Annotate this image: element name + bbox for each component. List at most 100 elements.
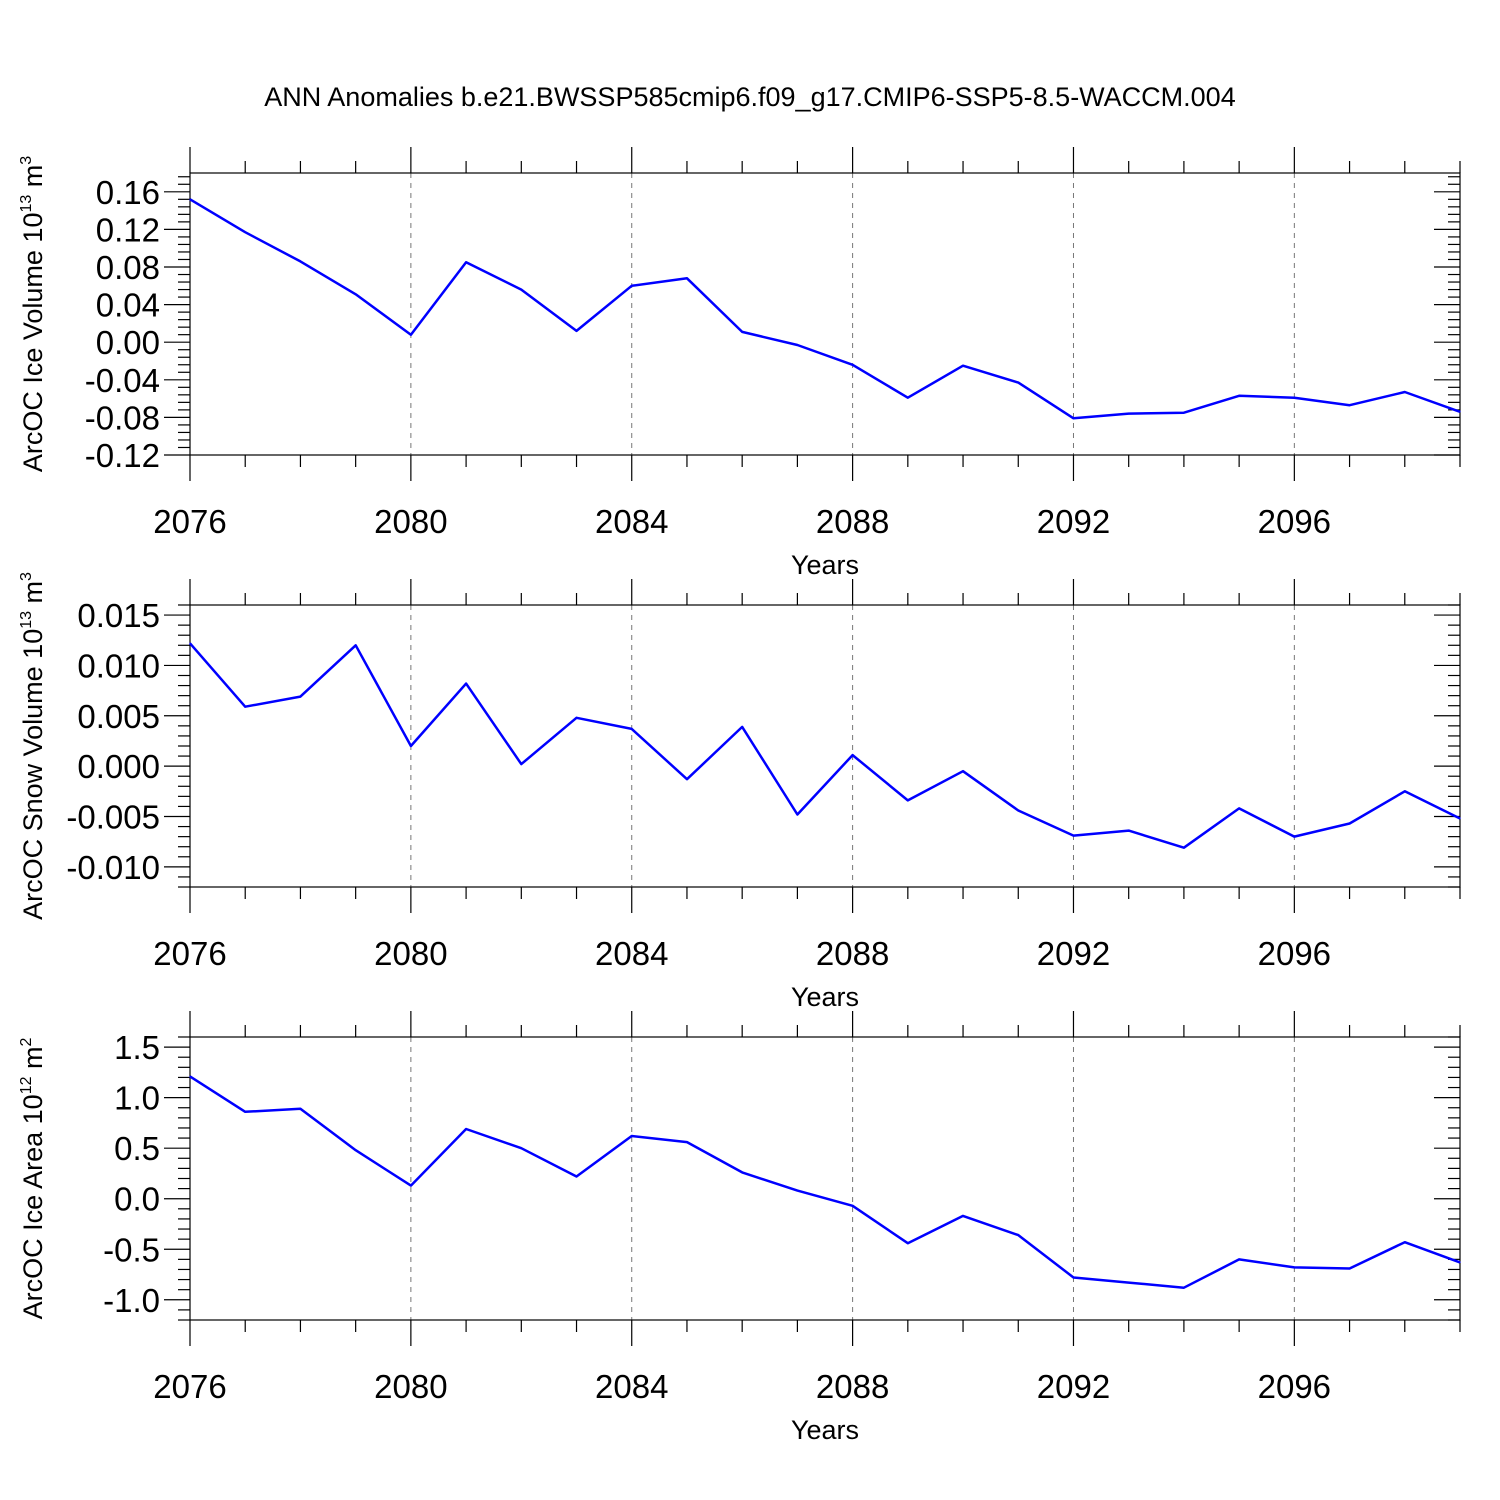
y-tick-label: 0.16 — [96, 174, 160, 211]
y-axis-label: ArcOC Snow Volume 1013 m3 — [18, 572, 48, 920]
y-axis-label-unit: m — [18, 581, 48, 611]
data-point — [686, 1141, 688, 1143]
x-tick-label: 2096 — [1258, 1368, 1331, 1405]
series-line — [189, 642, 1461, 849]
data-point — [1238, 1258, 1240, 1260]
plot-frame — [189, 172, 1461, 456]
data-point — [520, 763, 522, 765]
series-line — [189, 1075, 1461, 1289]
y-tick-label: 0.04 — [96, 287, 160, 324]
data-point — [1072, 835, 1075, 837]
y-tick-label: 0.08 — [96, 249, 160, 286]
y-tick-label: -0.010 — [66, 849, 160, 886]
chart-panel-3: 2076 2080 2084 2088 2092 2096 -1.0 -0.5 0.0 0.5 1.… — [18, 1011, 1461, 1445]
y-axis-label-unit-exponent: 3 — [18, 572, 35, 581]
y-tick-label: 0.0 — [114, 1181, 160, 1218]
y-tick-label: 0.005 — [77, 698, 160, 735]
data-point — [1348, 1267, 1351, 1270]
data-point — [299, 1108, 302, 1110]
x-tick-label: 2088 — [816, 503, 889, 540]
y-tick-label: -1.0 — [103, 1282, 160, 1319]
data-point — [852, 754, 854, 756]
chart-panel-1: 2076 2080 2084 2088 2092 2096-0.12-0.08-0.040… — [18, 147, 1461, 580]
data-point — [631, 728, 633, 730]
data-point — [410, 745, 412, 747]
data-point — [1238, 807, 1240, 810]
x-axis-label: Years — [791, 550, 859, 580]
y-axis-label-exponent: 13 — [18, 611, 35, 629]
data-point — [410, 1184, 412, 1187]
x-axis-label: Years — [791, 1415, 859, 1445]
x-tick-label: 2092 — [1037, 1368, 1110, 1405]
data-point — [1293, 397, 1295, 399]
data-point — [1293, 836, 1295, 838]
x-tick-label: 2096 — [1258, 935, 1331, 972]
data-point — [796, 344, 798, 346]
data-point — [796, 813, 798, 816]
data-point — [741, 726, 743, 728]
data-point — [355, 1149, 357, 1151]
data-point — [465, 1128, 467, 1130]
data-point — [410, 334, 412, 336]
data-point — [1072, 417, 1075, 419]
data-point — [1459, 1261, 1461, 1263]
y-tick-label: 1.0 — [114, 1080, 160, 1117]
x-tick-label: 2088 — [816, 935, 889, 972]
data-point — [962, 770, 964, 772]
y-axis-label: ArcOC Ice Area 1012 m2 — [18, 1038, 48, 1320]
x-axis-label: Years — [791, 982, 859, 1012]
data-point — [796, 1190, 798, 1192]
x-tick-label: 2084 — [595, 935, 668, 972]
x-tick-label: 2076 — [153, 935, 226, 972]
data-point — [962, 1215, 964, 1217]
data-point — [631, 285, 633, 287]
x-tick-label: 2084 — [595, 1368, 668, 1405]
data-point — [631, 1135, 633, 1137]
data-point — [1459, 817, 1461, 820]
data-point — [465, 682, 467, 685]
data-point — [244, 231, 246, 233]
y-axis-label-exponent: 12 — [18, 1076, 35, 1094]
data-point — [1293, 1266, 1295, 1269]
data-point — [575, 330, 578, 332]
y-tick-label: 0.010 — [77, 647, 160, 684]
data-point — [1404, 790, 1406, 792]
y-tick-label: -0.12 — [85, 437, 160, 474]
data-point — [1183, 1287, 1185, 1289]
data-point — [741, 331, 743, 333]
data-point — [1183, 412, 1185, 414]
y-tick-label: -0.5 — [103, 1231, 160, 1268]
x-tick-label: 2080 — [374, 935, 447, 972]
plot-frame — [189, 1036, 1461, 1321]
y-tick-label: -0.08 — [85, 399, 160, 436]
x-tick-label: 2076 — [153, 503, 226, 540]
y-axis-label-main: ArcOC Snow Volume 10 — [18, 629, 48, 920]
y-axis-label-exponent: 13 — [18, 195, 35, 213]
data-point — [1238, 395, 1240, 397]
y-axis-label-unit-exponent: 3 — [18, 156, 35, 165]
y-tick-label: 0.000 — [77, 748, 160, 785]
data-point — [852, 1205, 854, 1207]
data-point — [575, 1175, 578, 1178]
data-point — [907, 1242, 909, 1244]
y-axis-label-unit: m — [18, 165, 48, 195]
data-point — [1017, 382, 1019, 384]
chart-panel-2: 2076 2080 2084 2088 2092 2096 -0.010 -0.005 0.00… — [18, 572, 1461, 1012]
data-point — [1183, 847, 1185, 849]
y-axis-label-main: ArcOC Ice Area 10 — [18, 1094, 48, 1319]
data-point — [686, 277, 688, 279]
x-tick-label: 2092 — [1037, 935, 1110, 972]
data-point — [1017, 1234, 1019, 1236]
y-tick-label: 0.5 — [114, 1130, 160, 1167]
data-point — [1404, 391, 1406, 393]
data-point — [299, 260, 302, 262]
data-point — [852, 364, 854, 366]
plot-frame — [189, 604, 1461, 888]
data-point — [741, 1171, 743, 1174]
data-point — [189, 1075, 191, 1078]
data-point — [465, 261, 467, 263]
x-tick-label: 2076 — [153, 1368, 226, 1405]
data-point — [520, 1147, 522, 1149]
y-axis-label-unit: m — [18, 1047, 48, 1077]
